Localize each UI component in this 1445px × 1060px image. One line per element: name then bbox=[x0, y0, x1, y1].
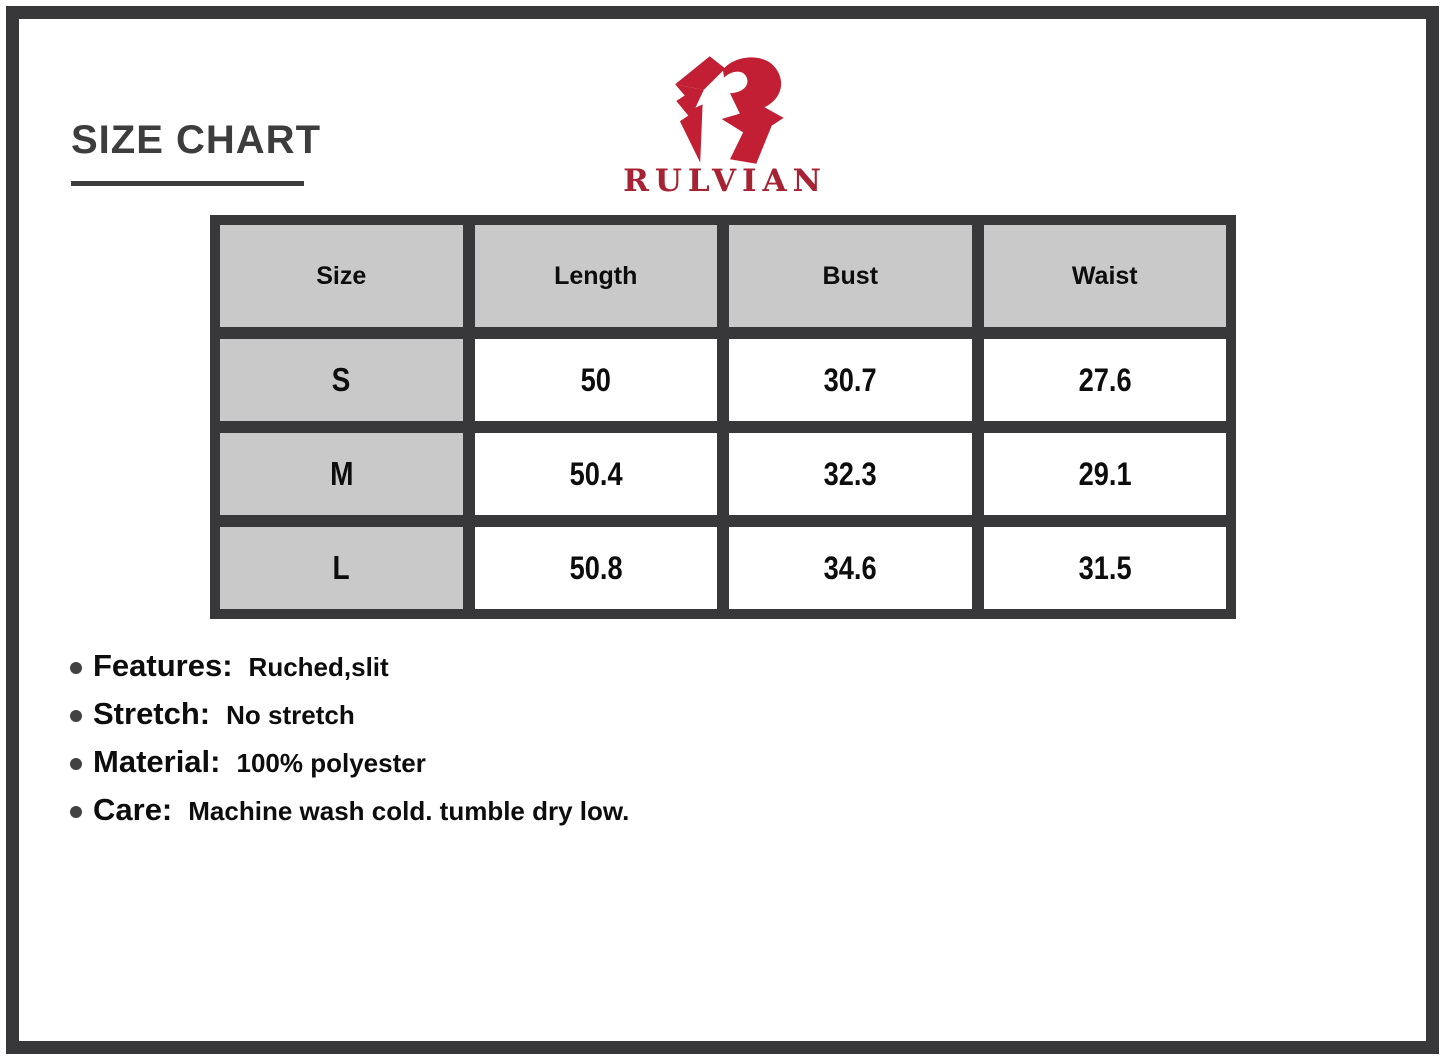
detail-label: Features: bbox=[93, 648, 233, 683]
measurement-value: 29.1 bbox=[1078, 455, 1132, 492]
column-header-bust: Bust bbox=[729, 225, 972, 327]
detail-label: Care: bbox=[93, 792, 173, 827]
detail-value: 100% polyester bbox=[236, 748, 426, 778]
bullet-icon bbox=[70, 806, 82, 818]
measurement-value: 27.6 bbox=[1078, 361, 1132, 398]
table-row-s-bust: 30.7 bbox=[729, 339, 972, 421]
column-header-length: Length bbox=[474, 225, 717, 327]
column-header-size: Size bbox=[220, 225, 463, 327]
column-header-waist: Waist bbox=[983, 225, 1226, 327]
table-row-m-size: M bbox=[220, 433, 463, 515]
table-row-s-waist: 27.6 bbox=[983, 339, 1226, 421]
size-label: L bbox=[332, 549, 350, 586]
detail-label: Stretch: bbox=[93, 696, 211, 731]
bullet-icon bbox=[70, 758, 82, 770]
detail-row-stretch: Stretch: No stretch bbox=[70, 696, 1070, 731]
column-header-label: Bust bbox=[822, 261, 879, 290]
table-row-l-length: 50.8 bbox=[474, 527, 717, 609]
measurement-value: 30.7 bbox=[823, 361, 877, 398]
detail-value: No stretch bbox=[226, 700, 355, 730]
detail-label: Material: bbox=[93, 744, 221, 779]
brand-wordmark: RULVIAN bbox=[623, 163, 827, 199]
bullet-icon bbox=[70, 662, 82, 674]
detail-row-care: Care: Machine wash cold. tumble dry low. bbox=[70, 792, 1070, 827]
bullet-icon bbox=[70, 710, 82, 722]
size-label: M bbox=[329, 455, 353, 492]
table-row-l-waist: 31.5 bbox=[983, 527, 1226, 609]
measurement-value: 31.5 bbox=[1078, 549, 1132, 586]
measurement-value: 50.8 bbox=[569, 549, 623, 586]
table-row-s-length: 50 bbox=[474, 339, 717, 421]
column-header-label: Waist bbox=[1071, 261, 1138, 290]
title-underline bbox=[71, 181, 304, 186]
size-chart-table: Size Length Bust Waist S 50 30.7 27.6 M … bbox=[210, 215, 1236, 619]
measurement-value: 34.6 bbox=[823, 549, 877, 586]
detail-row-features: Features: Ruched,slit bbox=[70, 648, 1070, 683]
table-row-l-size: L bbox=[220, 527, 463, 609]
column-header-label: Length bbox=[554, 261, 638, 290]
product-details-list: Features: Ruched,slit Stretch: No stretc… bbox=[70, 648, 1070, 840]
column-header-label: Size bbox=[316, 261, 367, 290]
size-label: S bbox=[331, 361, 351, 398]
brand-logo-icon bbox=[675, 56, 784, 164]
detail-value: Machine wash cold. tumble dry low. bbox=[188, 796, 630, 826]
table-row-l-bust: 34.6 bbox=[729, 527, 972, 609]
table-row-m-length: 50.4 bbox=[474, 433, 717, 515]
page-title: SIZE CHART bbox=[71, 118, 321, 162]
table-row-m-bust: 32.3 bbox=[729, 433, 972, 515]
detail-value: Ruched,slit bbox=[248, 652, 389, 682]
measurement-value: 50.4 bbox=[569, 455, 623, 492]
detail-row-material: Material: 100% polyester bbox=[70, 744, 1070, 779]
table-row-s-size: S bbox=[220, 339, 463, 421]
measurement-value: 32.3 bbox=[823, 455, 877, 492]
measurement-value: 50 bbox=[580, 361, 611, 398]
table-row-m-waist: 29.1 bbox=[983, 433, 1226, 515]
